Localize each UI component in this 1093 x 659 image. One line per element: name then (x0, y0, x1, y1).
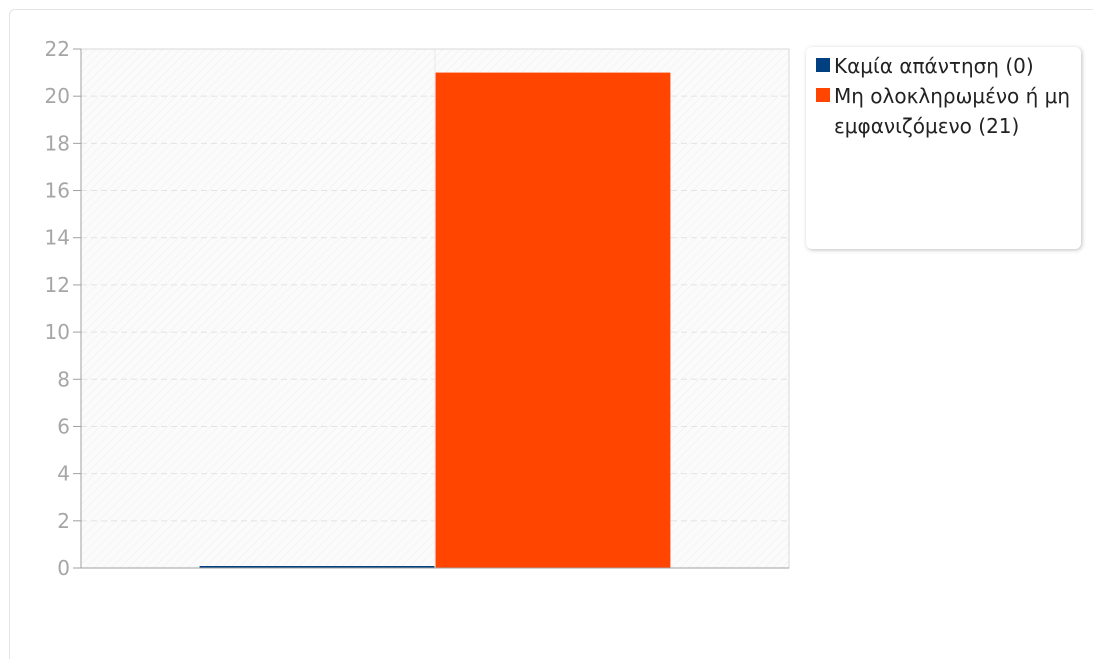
y-tick-label: 12 (45, 273, 70, 297)
y-tick-label: 2 (57, 509, 70, 533)
bar-no-answer[interactable] (199, 566, 435, 568)
legend-label-no-answer: Καμία απάντηση (0) (834, 54, 1034, 78)
legend-label-incomplete: Μη ολοκληρωμένο ή μη εμφανιζόμενο (21) (834, 84, 1071, 138)
y-tick-label: 10 (45, 320, 70, 344)
bar-incomplete[interactable] (435, 72, 671, 568)
y-tick-label: 14 (45, 226, 70, 250)
y-tick-label: 22 (45, 37, 70, 61)
legend-item-incomplete[interactable]: Μη ολοκληρωμένο ή μη εμφανιζόμενο (21) (816, 81, 1073, 141)
y-tick-label: 8 (57, 367, 70, 391)
legend-item-no-answer[interactable]: Καμία απάντηση (0) (816, 51, 1073, 81)
legend: Καμία απάντηση (0) Μη ολοκληρωμένο ή μη … (806, 47, 1081, 249)
y-tick-label: 16 (45, 179, 70, 203)
y-tick-label: 6 (57, 414, 70, 438)
y-tick-label: 0 (57, 556, 70, 580)
y-tick-label: 18 (45, 131, 70, 155)
chart-frame (9, 9, 1093, 659)
legend-swatch-incomplete (816, 88, 830, 102)
legend-swatch-no-answer (816, 58, 830, 72)
y-tick-label: 4 (57, 462, 70, 486)
y-tick-label: 20 (45, 84, 70, 108)
